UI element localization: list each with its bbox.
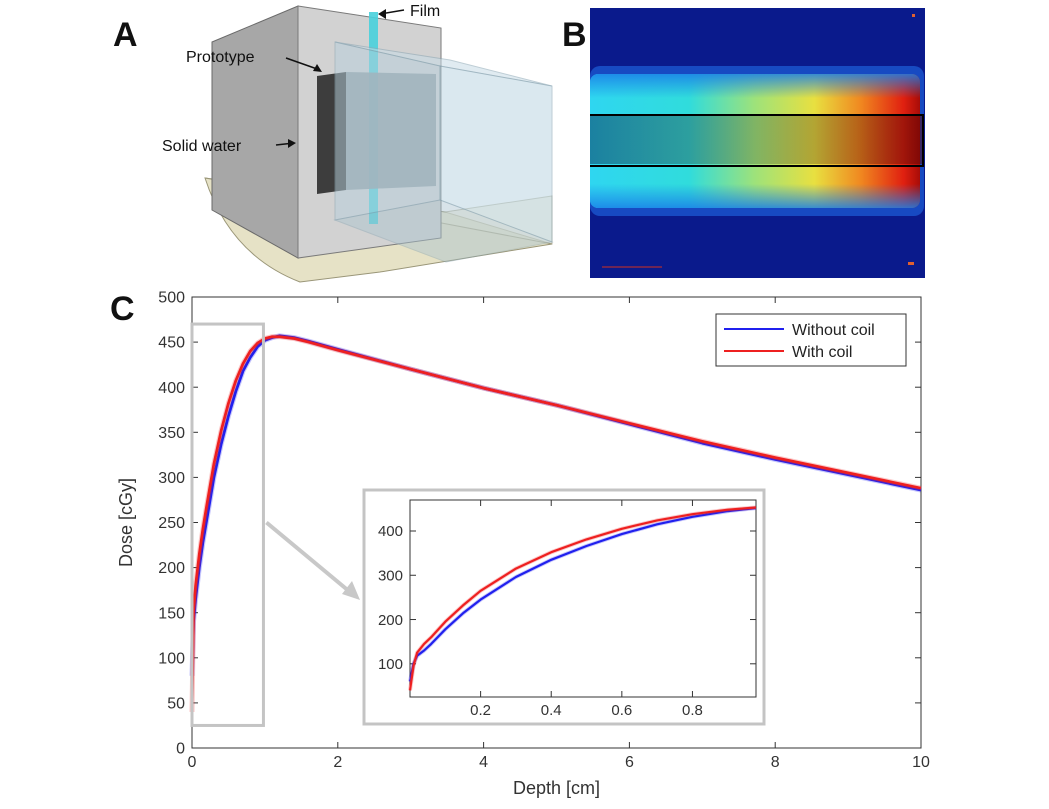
main-x-axis-label: Depth [cm] [513,778,600,798]
main-plot: 0 2 4 6 8 10050100150200250300350400450500Dep… [116,290,930,798]
main-x-tick-label: 6 [625,754,634,771]
inset-x-tick-label: 0.8 [682,702,703,719]
main-y-tick-label: 350 [158,425,185,442]
main-x-tick-label: 10 [912,754,930,771]
film-pointer-head [378,9,386,19]
speckle-2 [908,262,914,265]
main-y-tick-label: 500 [158,290,185,307]
zoom-arrow-line [265,520,352,594]
film-label: Film [410,3,440,20]
main-x-tick-label: 0 [188,754,197,771]
inset-plot: 0.2 0.4 0.6 0.8 100 200 300 400 [265,488,766,726]
prototype-label: Prototype [186,49,255,66]
panel-c-letter: C [110,290,135,328]
speckle-1 [602,266,662,268]
main-x-tick-label: 8 [771,754,780,771]
panel-b-letter: B [562,16,587,54]
main-y-tick-label: 250 [158,515,185,532]
panel-a-schematic: Film Prototype Solid water [162,3,554,283]
prototype-pointer [285,57,321,71]
main-y-tick-label: 0 [176,741,185,758]
inset-x-tick-label: 0.2 [470,702,491,719]
inset-series-line-0 [408,506,757,682]
panel-b-heatmap [590,8,925,278]
main-y-tick-label: 150 [158,605,185,622]
inset-y-tick-label: 100 [378,656,403,673]
zoom-arrow-head [342,581,360,600]
heatmap-center-band [590,116,922,164]
inset-x-tick-label: 0.4 [541,702,562,719]
beam-box-side [439,65,553,243]
panel-c-chart: 0 2 4 6 8 10050100150200250300350400450500Dep… [116,290,930,798]
solid-water-label: Solid water [162,138,242,155]
solid-water-pointer-head [288,139,296,148]
main-x-tick-label: 4 [479,754,488,771]
beam-box-bottom [333,199,554,263]
main-y-tick-label: 50 [167,696,185,713]
legend-label-0: Without coil [792,322,875,339]
legend-label-1: With coil [792,344,852,361]
main-y-tick-label: 400 [158,380,185,397]
panel-a-letter: A [113,16,138,54]
zoom-region-box [190,322,265,727]
roi-box [590,114,924,167]
speckle-3 [912,14,915,17]
inset-axes-box [409,499,757,698]
inset-y-tick-label: 400 [378,523,403,540]
main-y-tick-label: 100 [158,650,185,667]
main-y-axis-label: Dose [cGy] [116,478,136,567]
legend-box [715,313,907,367]
inset-x-tick-label: 0.6 [611,702,632,719]
main-x-tick-label: 2 [333,754,342,771]
main-y-tick-label: 300 [158,470,185,487]
inset-y-tick-label: 300 [378,568,403,585]
inset-series-line-1 [408,506,757,691]
prototype-pointer-head [313,64,322,72]
main-y-tick-label: 450 [158,335,185,352]
main-y-tick-label: 200 [158,560,185,577]
inset-y-tick-label: 200 [378,612,403,629]
beam-box-front [334,41,441,221]
